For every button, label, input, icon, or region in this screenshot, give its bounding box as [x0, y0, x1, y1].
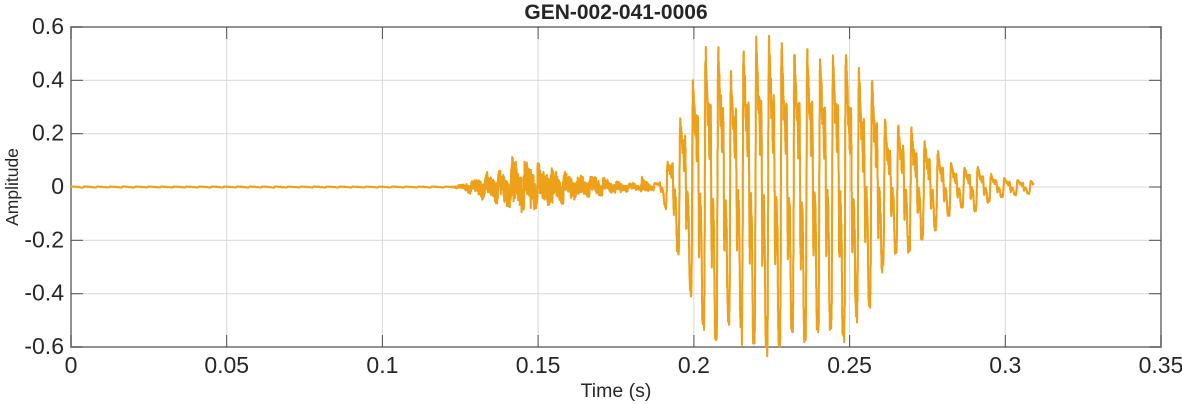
svg-text:GEN-002-041-0006: GEN-002-041-0006 [524, 1, 707, 24]
svg-text:0.15: 0.15 [516, 352, 561, 378]
svg-text:0: 0 [51, 173, 64, 199]
svg-text:0.1: 0.1 [366, 352, 398, 378]
svg-text:0.35: 0.35 [1139, 352, 1182, 378]
svg-text:0.3: 0.3 [989, 352, 1021, 378]
svg-text:0.6: 0.6 [32, 13, 64, 39]
svg-text:0: 0 [65, 352, 78, 378]
svg-text:Time (s): Time (s) [581, 380, 652, 402]
svg-text:0.25: 0.25 [827, 352, 872, 378]
svg-text:-0.4: -0.4 [24, 280, 64, 306]
svg-text:0.4: 0.4 [32, 66, 64, 92]
svg-text:0.2: 0.2 [678, 352, 710, 378]
svg-text:0.2: 0.2 [32, 120, 64, 146]
svg-text:Amplitude: Amplitude [2, 148, 22, 226]
svg-text:-0.2: -0.2 [24, 226, 64, 252]
svg-text:0.05: 0.05 [204, 352, 249, 378]
svg-text:-0.6: -0.6 [24, 333, 64, 359]
